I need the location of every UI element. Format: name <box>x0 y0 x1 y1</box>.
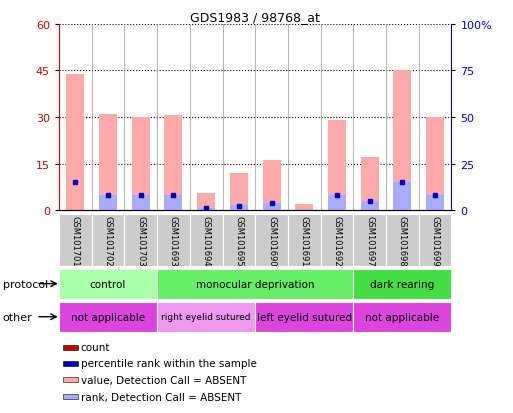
Bar <box>59 215 92 266</box>
Bar <box>157 302 255 332</box>
Bar <box>255 302 353 332</box>
Text: left eyelid sutured: left eyelid sutured <box>256 312 352 322</box>
Bar <box>92 215 125 266</box>
Bar <box>361 158 379 211</box>
Text: percentile rank within the sample: percentile rank within the sample <box>81 358 256 368</box>
Bar <box>124 215 157 266</box>
Bar <box>63 361 78 366</box>
Text: not applicable: not applicable <box>71 312 145 322</box>
Text: dark rearing: dark rearing <box>370 279 435 289</box>
Text: other: other <box>3 312 32 322</box>
Bar <box>386 215 419 266</box>
Bar <box>197 194 215 211</box>
Bar <box>99 196 117 211</box>
Bar <box>63 377 78 382</box>
Text: GSM101693: GSM101693 <box>169 215 178 266</box>
Title: GDS1983 / 98768_at: GDS1983 / 98768_at <box>190 11 320 24</box>
Bar <box>230 205 248 211</box>
Bar <box>63 394 78 399</box>
Bar <box>263 203 281 211</box>
Bar <box>59 302 157 332</box>
Bar <box>59 269 157 299</box>
Bar <box>393 71 411 211</box>
Bar <box>295 204 313 211</box>
Bar <box>419 215 451 266</box>
Bar <box>263 161 281 211</box>
Bar <box>190 215 223 266</box>
Bar <box>223 215 255 266</box>
Bar <box>157 269 353 299</box>
Text: GSM101690: GSM101690 <box>267 215 276 266</box>
Text: GSM101698: GSM101698 <box>398 215 407 266</box>
Bar <box>426 118 444 211</box>
Bar <box>328 121 346 211</box>
Text: GSM101699: GSM101699 <box>430 215 440 266</box>
Text: GSM101691: GSM101691 <box>300 215 309 266</box>
Text: GSM101692: GSM101692 <box>332 215 342 266</box>
Bar <box>66 74 84 211</box>
Text: GSM101695: GSM101695 <box>234 215 243 266</box>
Bar <box>328 196 346 211</box>
Bar <box>132 196 150 211</box>
Text: GSM101703: GSM101703 <box>136 215 145 266</box>
Bar <box>99 115 117 211</box>
Bar <box>230 173 248 211</box>
Bar <box>361 202 379 211</box>
Bar <box>353 215 386 266</box>
Bar <box>288 215 321 266</box>
Text: rank, Detection Call = ABSENT: rank, Detection Call = ABSENT <box>81 392 241 401</box>
Text: right eyelid sutured: right eyelid sutured <box>162 313 251 321</box>
Text: monocular deprivation: monocular deprivation <box>196 279 314 289</box>
Text: GSM101694: GSM101694 <box>202 215 211 266</box>
Bar <box>165 116 183 211</box>
Bar <box>426 196 444 211</box>
Text: control: control <box>90 279 126 289</box>
Text: not applicable: not applicable <box>365 312 440 322</box>
Text: count: count <box>81 342 110 352</box>
Text: protocol: protocol <box>3 279 48 289</box>
Bar <box>63 345 78 350</box>
Bar <box>157 215 190 266</box>
Text: GSM101697: GSM101697 <box>365 215 374 266</box>
Bar <box>353 269 451 299</box>
Bar <box>295 210 313 211</box>
Bar <box>197 209 215 211</box>
Bar <box>165 196 183 211</box>
Text: value, Detection Call = ABSENT: value, Detection Call = ABSENT <box>81 375 246 385</box>
Bar <box>321 215 353 266</box>
Text: GSM101702: GSM101702 <box>104 215 112 266</box>
Bar <box>353 302 451 332</box>
Text: GSM101701: GSM101701 <box>71 215 80 266</box>
Bar <box>132 118 150 211</box>
Bar <box>393 183 411 211</box>
Bar <box>255 215 288 266</box>
